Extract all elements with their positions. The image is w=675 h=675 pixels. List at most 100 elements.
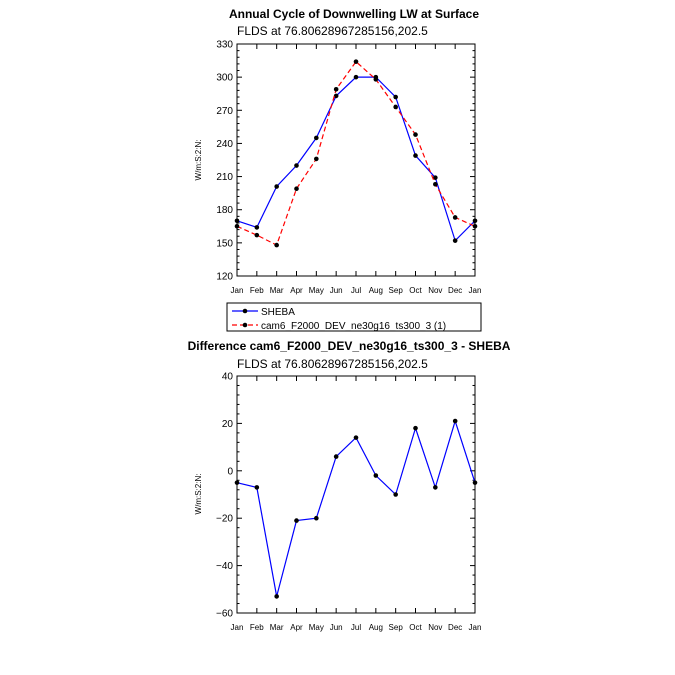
x-tick-label: Jan: [231, 623, 244, 632]
series-0-point: [294, 518, 299, 523]
y-tick-label: 150: [216, 238, 233, 249]
y-tick-label: −60: [216, 609, 233, 620]
chart-difference: Difference cam6_F2000_DEV_ne30g16_ts300_…: [188, 339, 511, 632]
series-0-point: [254, 485, 260, 490]
y-tick-label: 300: [216, 73, 233, 84]
y-tick-label: −20: [216, 514, 233, 525]
x-tick-label: Mar: [270, 286, 284, 295]
y-tick-label: 180: [216, 205, 233, 216]
series-1-point: [333, 86, 339, 92]
series-1-point: [373, 77, 379, 82]
series-line-1: [236, 60, 476, 246]
series-0-point: [433, 175, 438, 180]
x-tick-label: Jan: [469, 623, 482, 632]
x-tick-label: Jun: [330, 623, 343, 632]
series-0-point: [413, 425, 418, 431]
series-0-point: [393, 94, 398, 100]
y-tick-label: 120: [216, 272, 233, 283]
y-tick-label: 270: [216, 106, 233, 117]
chart2-y-ticks: −60 −40 −20 0 20 40: [216, 372, 475, 620]
x-tick-label: Jul: [351, 623, 361, 632]
x-tick-label: Sep: [389, 286, 404, 295]
series-1-point: [433, 182, 438, 187]
x-tick-label: Jan: [469, 286, 482, 295]
series-1-point: [472, 223, 478, 229]
x-tick-label: Oct: [409, 623, 422, 632]
chart2-series: [234, 418, 478, 599]
chart2-x-ticks: Jan Feb Mar Apr May Jun Jul Aug Sep Oct Nov Dec Jan: [231, 376, 482, 632]
chart1-y-ticks: 120 150 180 210 240 270 300 330: [216, 40, 475, 283]
series-0-point: [294, 163, 299, 168]
legend: SHEBA cam6_F2000_DEV_ne30g16_ts300_3 (1): [226, 302, 482, 332]
y-tick-label: 240: [216, 139, 233, 150]
chart2-title: Difference cam6_F2000_DEV_ne30g16_ts300_…: [188, 339, 511, 353]
x-tick-label: May: [309, 286, 324, 295]
series-line-0: [236, 419, 476, 597]
x-tick-label: Apr: [290, 286, 303, 295]
x-tick-label: Aug: [369, 286, 383, 295]
legend-marker-cam6: [242, 322, 248, 328]
legend-marker-sheba: [242, 308, 248, 314]
x-tick-label: Feb: [250, 623, 264, 632]
x-tick-label: Apr: [290, 623, 303, 632]
series-0-point: [314, 515, 319, 521]
y-tick-label: 330: [216, 40, 233, 51]
series-0-point: [353, 74, 359, 80]
series-0-point: [274, 184, 279, 189]
chart1-subtitle: FLDS at 76.80628967285156,202.5: [237, 24, 428, 38]
legend-frame: [226, 302, 482, 332]
series-0-point: [452, 418, 458, 424]
series-1-point: [254, 232, 260, 238]
series-0-point: [472, 480, 478, 485]
series-line-0: [236, 76, 476, 242]
series-1-point: [274, 242, 279, 248]
series-0-point: [433, 485, 438, 490]
series-0-point: [413, 153, 418, 158]
legend-label-sheba: SHEBA: [261, 307, 295, 318]
chart1-series: [234, 59, 478, 248]
series-0-point: [373, 473, 379, 478]
legend-label-cam6: cam6_F2000_DEV_ne30g16_ts300_3 (1): [261, 321, 446, 332]
chart1-x-ticks: Jan Feb Mar Apr May Jun Jul Aug Sep Oct Nov Dec Jan: [231, 44, 482, 295]
series-0-point: [393, 492, 398, 497]
x-tick-label: Feb: [250, 286, 264, 295]
x-tick-label: Jun: [330, 286, 343, 295]
series-1-point: [294, 186, 299, 192]
chart-annual-cycle: Annual Cycle of Downwelling LW at Surfac…: [194, 7, 481, 295]
series-0-point: [333, 93, 339, 99]
x-tick-label: Oct: [409, 286, 422, 295]
series-0-point: [314, 135, 319, 141]
series-0-point: [234, 480, 240, 485]
y-tick-label: 40: [222, 372, 234, 383]
chart1-ylabel: W/m:S:2:N:: [194, 140, 203, 181]
x-tick-label: Mar: [270, 623, 284, 632]
series-1-point: [393, 104, 398, 110]
series-0-point: [274, 594, 279, 599]
series-0-point: [234, 218, 240, 224]
series-0-point: [472, 218, 478, 224]
chart2-ylabel: W/m:S:2:N:: [194, 474, 203, 515]
x-tick-label: Nov: [428, 286, 442, 295]
series-1-point: [452, 215, 458, 220]
chart1-title: Annual Cycle of Downwelling LW at Surfac…: [229, 7, 479, 21]
series-1-point: [314, 156, 319, 162]
x-tick-label: Dec: [448, 286, 462, 295]
x-tick-label: Jul: [351, 286, 361, 295]
series-1-point: [413, 132, 418, 137]
y-tick-label: 210: [216, 172, 233, 183]
x-tick-label: May: [309, 623, 324, 632]
series-0-point: [333, 454, 339, 459]
series-0-point: [452, 238, 458, 243]
series-0-point: [254, 225, 260, 230]
series-0-point: [353, 435, 359, 440]
y-tick-label: 0: [227, 466, 233, 477]
x-tick-label: Jan: [231, 286, 244, 295]
series-1-point: [234, 223, 240, 229]
y-tick-label: 20: [222, 419, 234, 430]
series-1-point: [353, 59, 359, 64]
y-tick-label: −40: [216, 561, 233, 572]
x-tick-label: Aug: [369, 623, 383, 632]
x-tick-label: Sep: [389, 623, 404, 632]
chart2-subtitle: FLDS at 76.80628967285156,202.5: [237, 357, 428, 371]
